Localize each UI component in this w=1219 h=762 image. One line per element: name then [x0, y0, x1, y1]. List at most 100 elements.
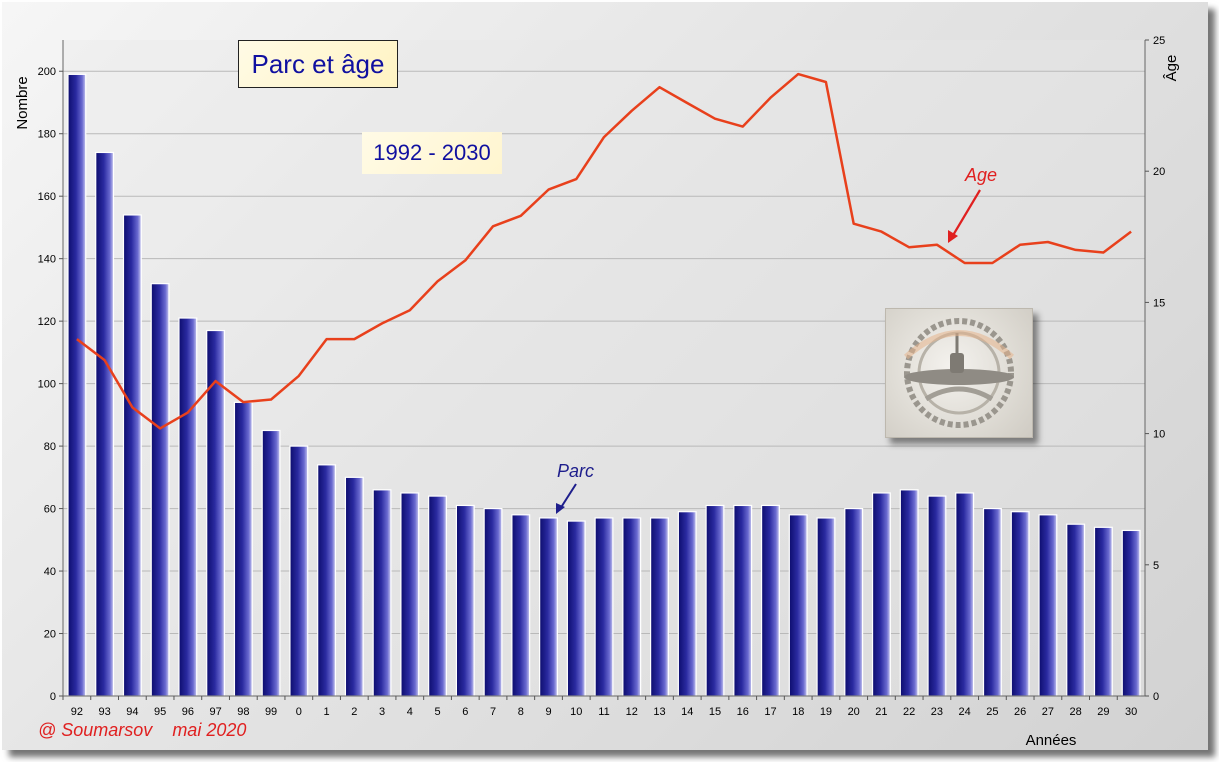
x-tick-label: 3	[379, 706, 385, 718]
y-left-tick-label: 180	[38, 129, 56, 141]
bar-parc	[622, 517, 642, 697]
x-tick-label: 1	[324, 706, 330, 718]
parc-arrow-annotation	[556, 483, 577, 514]
bar-parc	[733, 504, 753, 697]
bar-parc	[982, 507, 1002, 697]
bar-parc	[67, 73, 87, 697]
x-tick-label: 2	[351, 706, 357, 718]
x-tick-label: 5	[434, 706, 440, 718]
chart-subtitle: 1992 - 2030	[362, 132, 502, 174]
x-tick-label: 92	[71, 706, 83, 718]
x-tick-label: 0	[296, 706, 302, 718]
bar-parc	[455, 504, 475, 697]
bar-parc	[344, 476, 364, 697]
submarine-badge-image	[885, 308, 1033, 438]
x-tick-label: 6	[462, 706, 468, 718]
bar-parc	[483, 507, 503, 697]
x-tick-label: 21	[875, 706, 887, 718]
age-arrow-annotation	[948, 189, 981, 243]
y-left-tick-label: 60	[44, 504, 56, 516]
line-series-age	[76, 72, 1132, 430]
y-left-tick-label: 0	[50, 691, 56, 703]
x-tick-label: 19	[820, 706, 832, 718]
credit-text: @ Soumarsov mai 2020	[38, 720, 247, 740]
y-left-tick-label: 120	[38, 316, 56, 328]
chart-title: Parc et âge	[238, 40, 398, 88]
x-tick-label: 4	[407, 706, 413, 718]
bar-parc	[372, 489, 392, 697]
bar-parc	[1093, 526, 1113, 697]
bar-parc	[1121, 529, 1141, 697]
y-left-tick-label: 20	[44, 629, 56, 641]
bar-parc	[677, 511, 697, 697]
x-tick-label: 95	[154, 706, 166, 718]
y-right-tick-label: 20	[1153, 166, 1165, 178]
y-left-tick-label: 100	[38, 379, 56, 391]
x-tick-label: 27	[1042, 706, 1054, 718]
x-tick-label: 26	[1014, 706, 1026, 718]
bar-parc	[871, 492, 891, 697]
bar-parc	[261, 429, 281, 697]
x-tick-label: 99	[265, 706, 277, 718]
y-right-tick-label: 5	[1153, 560, 1159, 572]
x-tick-label: 96	[182, 706, 194, 718]
x-tick-label: 30	[1125, 706, 1137, 718]
bar-parc	[844, 507, 864, 697]
bar-parc	[1066, 523, 1086, 697]
age-annotation-label: Age	[965, 165, 998, 185]
x-tick-label: 13	[653, 706, 665, 718]
y-left-tick-label: 40	[44, 566, 56, 578]
x-tick-label: 24	[959, 706, 971, 718]
x-tick-label: 12	[626, 706, 638, 718]
bar-parc	[400, 492, 420, 697]
bar-parc	[511, 514, 531, 697]
bar-parc	[428, 495, 448, 697]
x-tick-label: 29	[1097, 706, 1109, 718]
bar-parc	[178, 317, 198, 697]
x-axis-title: Années	[1026, 732, 1077, 749]
bar-parc	[955, 492, 975, 697]
y-right-tick-label: 0	[1153, 691, 1159, 703]
x-tick-label: 10	[570, 706, 582, 718]
bar-parc	[566, 520, 586, 697]
left-axis-ticks: 0 20 40 60 80 100 120 140 160 180 200	[38, 66, 63, 703]
x-tick-label: 14	[681, 706, 693, 718]
x-tick-label: 20	[848, 706, 860, 718]
bar-parc	[927, 495, 947, 697]
bar-parc	[317, 464, 337, 697]
y-right-axis-title: Âge	[1163, 55, 1180, 82]
x-tick-label: 7	[490, 706, 496, 718]
right-axis-ticks: 0 5 10 15 20 25	[1145, 35, 1165, 703]
parc-annotation-label: Parc	[557, 461, 595, 481]
x-tick-label: 17	[764, 706, 776, 718]
x-tick-label: 94	[126, 706, 138, 718]
x-axis-ticks: 92 93 94 95 96 97 98 99 0 1 2 3 4 5 6 7 8 9 10 11 12 13 14 15 16…	[62, 696, 1137, 718]
x-tick-label: 23	[931, 706, 943, 718]
y-left-tick-label: 80	[44, 441, 56, 453]
bar-parc	[788, 514, 808, 697]
x-tick-label: 16	[737, 706, 749, 718]
x-tick-label: 97	[209, 706, 221, 718]
y-left-tick-label: 160	[38, 191, 56, 203]
bar-parc	[122, 214, 142, 697]
x-tick-label: 22	[903, 706, 915, 718]
x-tick-label: 15	[709, 706, 721, 718]
x-tick-label: 25	[986, 706, 998, 718]
bar-parc	[650, 517, 669, 697]
y-left-tick-label: 200	[38, 66, 56, 78]
bar-parc	[1038, 514, 1058, 697]
bar-parc	[899, 489, 919, 697]
x-tick-label: 11	[598, 706, 609, 718]
x-tick-label: 8	[518, 706, 524, 718]
x-tick-label: 18	[792, 706, 804, 718]
bar-parc	[539, 517, 558, 697]
bar-parc	[816, 517, 836, 697]
submarine-badge-icon	[903, 318, 1015, 428]
bar-parc	[1010, 511, 1030, 697]
bar-parc	[705, 504, 725, 697]
bar-parc	[594, 517, 614, 697]
y-right-tick-label: 25	[1153, 35, 1165, 47]
bar-parc	[760, 504, 780, 697]
bar-parc	[289, 445, 309, 697]
